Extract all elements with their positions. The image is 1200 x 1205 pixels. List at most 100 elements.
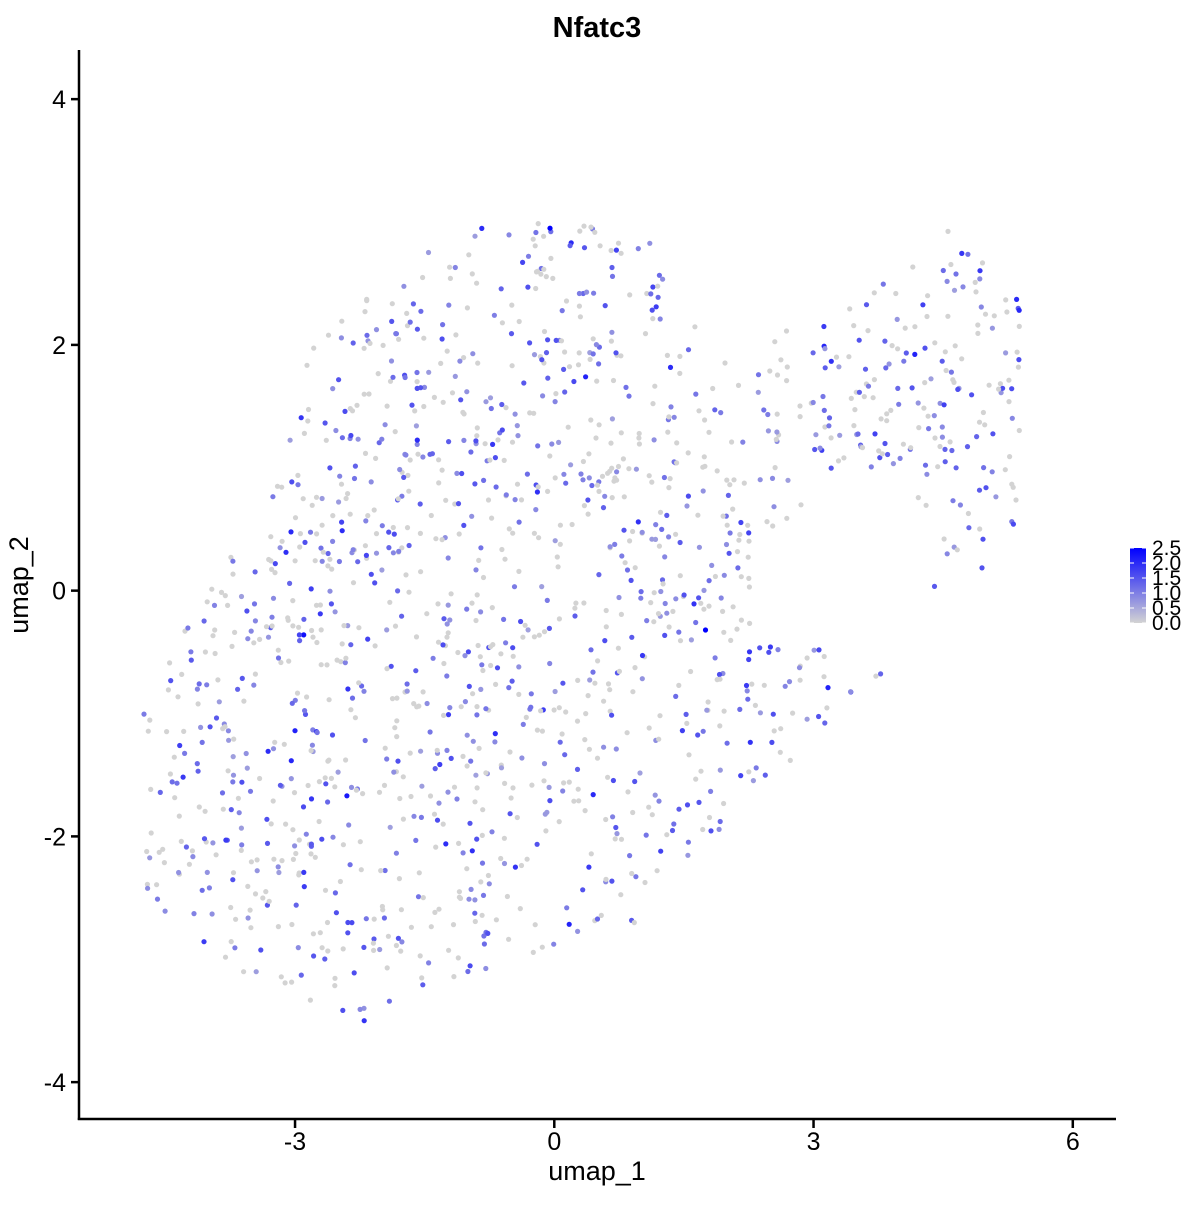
cell-point — [552, 475, 558, 481]
cell-point — [535, 443, 541, 449]
cell-point — [362, 737, 368, 744]
cell-point — [425, 249, 432, 256]
cell-point — [618, 250, 624, 256]
cell-point — [717, 676, 723, 682]
cell-point — [959, 356, 965, 362]
cell-point — [349, 695, 356, 701]
cell-point-high — [223, 837, 229, 843]
cell-point — [506, 936, 512, 942]
cell-point — [340, 842, 346, 848]
cell-point — [717, 767, 723, 773]
cell-point — [311, 953, 317, 959]
cell-point — [447, 705, 453, 711]
cell-point — [161, 860, 167, 866]
cell-point — [147, 717, 153, 723]
cell-point — [797, 414, 803, 420]
cell-point — [444, 348, 450, 354]
cell-point — [379, 523, 385, 529]
cell-point — [302, 539, 308, 546]
cell-point — [664, 512, 670, 519]
cell-point — [469, 848, 475, 854]
cell-point — [607, 708, 613, 714]
cell-point — [944, 278, 950, 284]
cell-point — [283, 549, 289, 555]
cell-point — [615, 240, 622, 246]
cell-point — [629, 870, 635, 877]
cell-point — [960, 284, 966, 290]
cell-point — [552, 538, 558, 544]
cell-point — [388, 358, 395, 364]
cell-point — [629, 634, 635, 640]
cell-point — [225, 602, 231, 609]
cell-point — [295, 945, 301, 951]
cell-point — [282, 980, 288, 986]
cell-point — [428, 924, 434, 930]
cell-point — [557, 541, 563, 547]
cell-point — [458, 704, 464, 710]
cell-point — [539, 357, 545, 363]
cell-point — [440, 322, 446, 328]
cell-point — [248, 628, 254, 634]
cell-point — [596, 488, 602, 494]
cell-point — [685, 493, 692, 499]
cell-point — [664, 352, 671, 358]
cell-point — [368, 571, 374, 577]
cell-point — [345, 686, 351, 692]
cell-point — [177, 742, 183, 749]
cell-point — [769, 475, 776, 481]
cell-point — [535, 221, 541, 227]
cell-point — [228, 939, 234, 945]
cell-point — [494, 665, 501, 671]
cell-point — [394, 734, 400, 740]
cell-point — [411, 813, 417, 819]
cell-point — [626, 466, 632, 472]
cell-point — [667, 364, 674, 370]
cell-point — [662, 554, 668, 560]
cell-point-high — [1014, 296, 1020, 302]
cell-point — [644, 618, 650, 624]
cell-point — [247, 788, 254, 794]
cell-point — [279, 484, 285, 490]
cell-point — [610, 377, 617, 384]
cell-point — [656, 736, 662, 742]
cell-point — [607, 544, 613, 550]
cell-point — [666, 485, 672, 491]
cell-point — [1016, 323, 1022, 329]
cell-point — [258, 947, 264, 953]
cell-point — [179, 671, 185, 678]
cell-point — [747, 620, 753, 627]
cell-point — [361, 345, 367, 351]
cell-point — [178, 838, 184, 845]
cell-point — [413, 423, 419, 429]
cell-point — [975, 322, 981, 328]
cell-point — [572, 605, 578, 611]
cell-point — [574, 766, 581, 773]
cell-point — [501, 616, 507, 623]
cell-point — [478, 686, 484, 693]
cell-point — [746, 649, 753, 655]
cell-point — [698, 768, 704, 774]
cell-point — [436, 800, 442, 806]
cell-point — [297, 531, 303, 537]
cell-point — [824, 705, 830, 711]
cell-point — [448, 591, 454, 597]
cell-point — [674, 460, 680, 466]
cell-point — [349, 920, 355, 926]
cell-point — [399, 545, 405, 551]
cell-point — [677, 638, 684, 644]
cell-point — [324, 919, 331, 926]
cell-point — [685, 347, 692, 353]
cell-point — [305, 406, 312, 413]
cell-point — [688, 668, 694, 675]
cell-point — [204, 682, 210, 688]
cell-point — [196, 681, 202, 687]
cell-point — [603, 624, 609, 630]
cell-point — [245, 883, 251, 890]
cell-point — [922, 462, 929, 468]
cell-point — [402, 374, 408, 381]
cell-point — [976, 419, 983, 425]
cell-point — [332, 784, 338, 790]
cell-point — [528, 691, 534, 697]
cell-point — [482, 441, 488, 447]
cell-point — [290, 598, 296, 604]
